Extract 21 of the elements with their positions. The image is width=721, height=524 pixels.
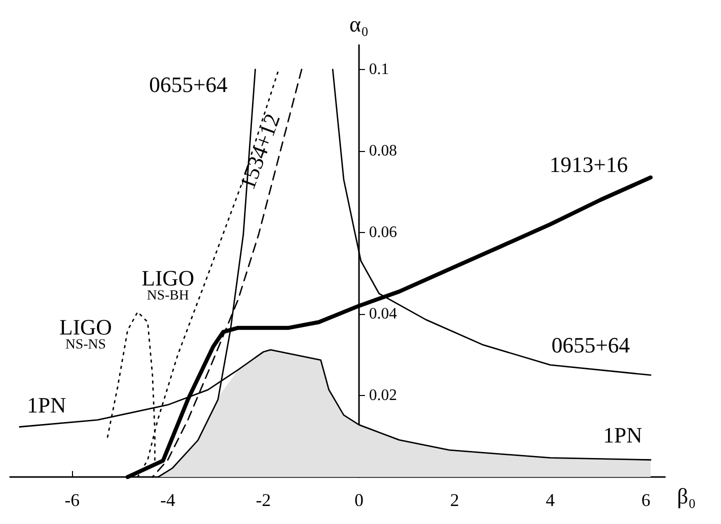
- x-tick-label: 4: [546, 490, 555, 510]
- text: 0655+64: [149, 72, 228, 97]
- series-label: 1913+16: [549, 152, 628, 177]
- x-tick-label: 2: [450, 490, 460, 510]
- x-tick-label: -4: [160, 490, 176, 510]
- y-tick-label: 0.08: [369, 142, 398, 160]
- x-axis-title: β₀: [677, 484, 696, 508]
- x-tick-label: 0: [354, 490, 364, 510]
- series-label: 0655+64: [551, 332, 630, 358]
- y-tick-label: 0.06: [369, 224, 398, 241]
- x-tick-label: 6: [641, 490, 650, 510]
- series-label: LIGO NS-BH: [142, 265, 194, 304]
- x-tick-label: -6: [64, 490, 80, 510]
- text: 1PN: [603, 422, 642, 448]
- x-tick-label: -2: [256, 490, 271, 510]
- y-tick-label: 0.1: [369, 60, 390, 78]
- y-tick-label: 0.02: [369, 386, 398, 404]
- series-label: 1PN: [27, 392, 66, 418]
- y-axis-title: α₀: [349, 12, 369, 36]
- y-tick-label: 0.04: [369, 305, 398, 322]
- series-label: LIGO NS-NS: [59, 314, 112, 352]
